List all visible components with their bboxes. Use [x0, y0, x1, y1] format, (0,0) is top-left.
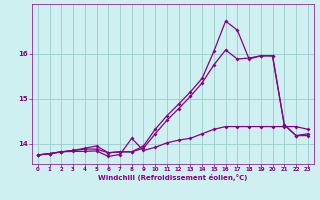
X-axis label: Windchill (Refroidissement éolien,°C): Windchill (Refroidissement éolien,°C)	[98, 174, 247, 181]
